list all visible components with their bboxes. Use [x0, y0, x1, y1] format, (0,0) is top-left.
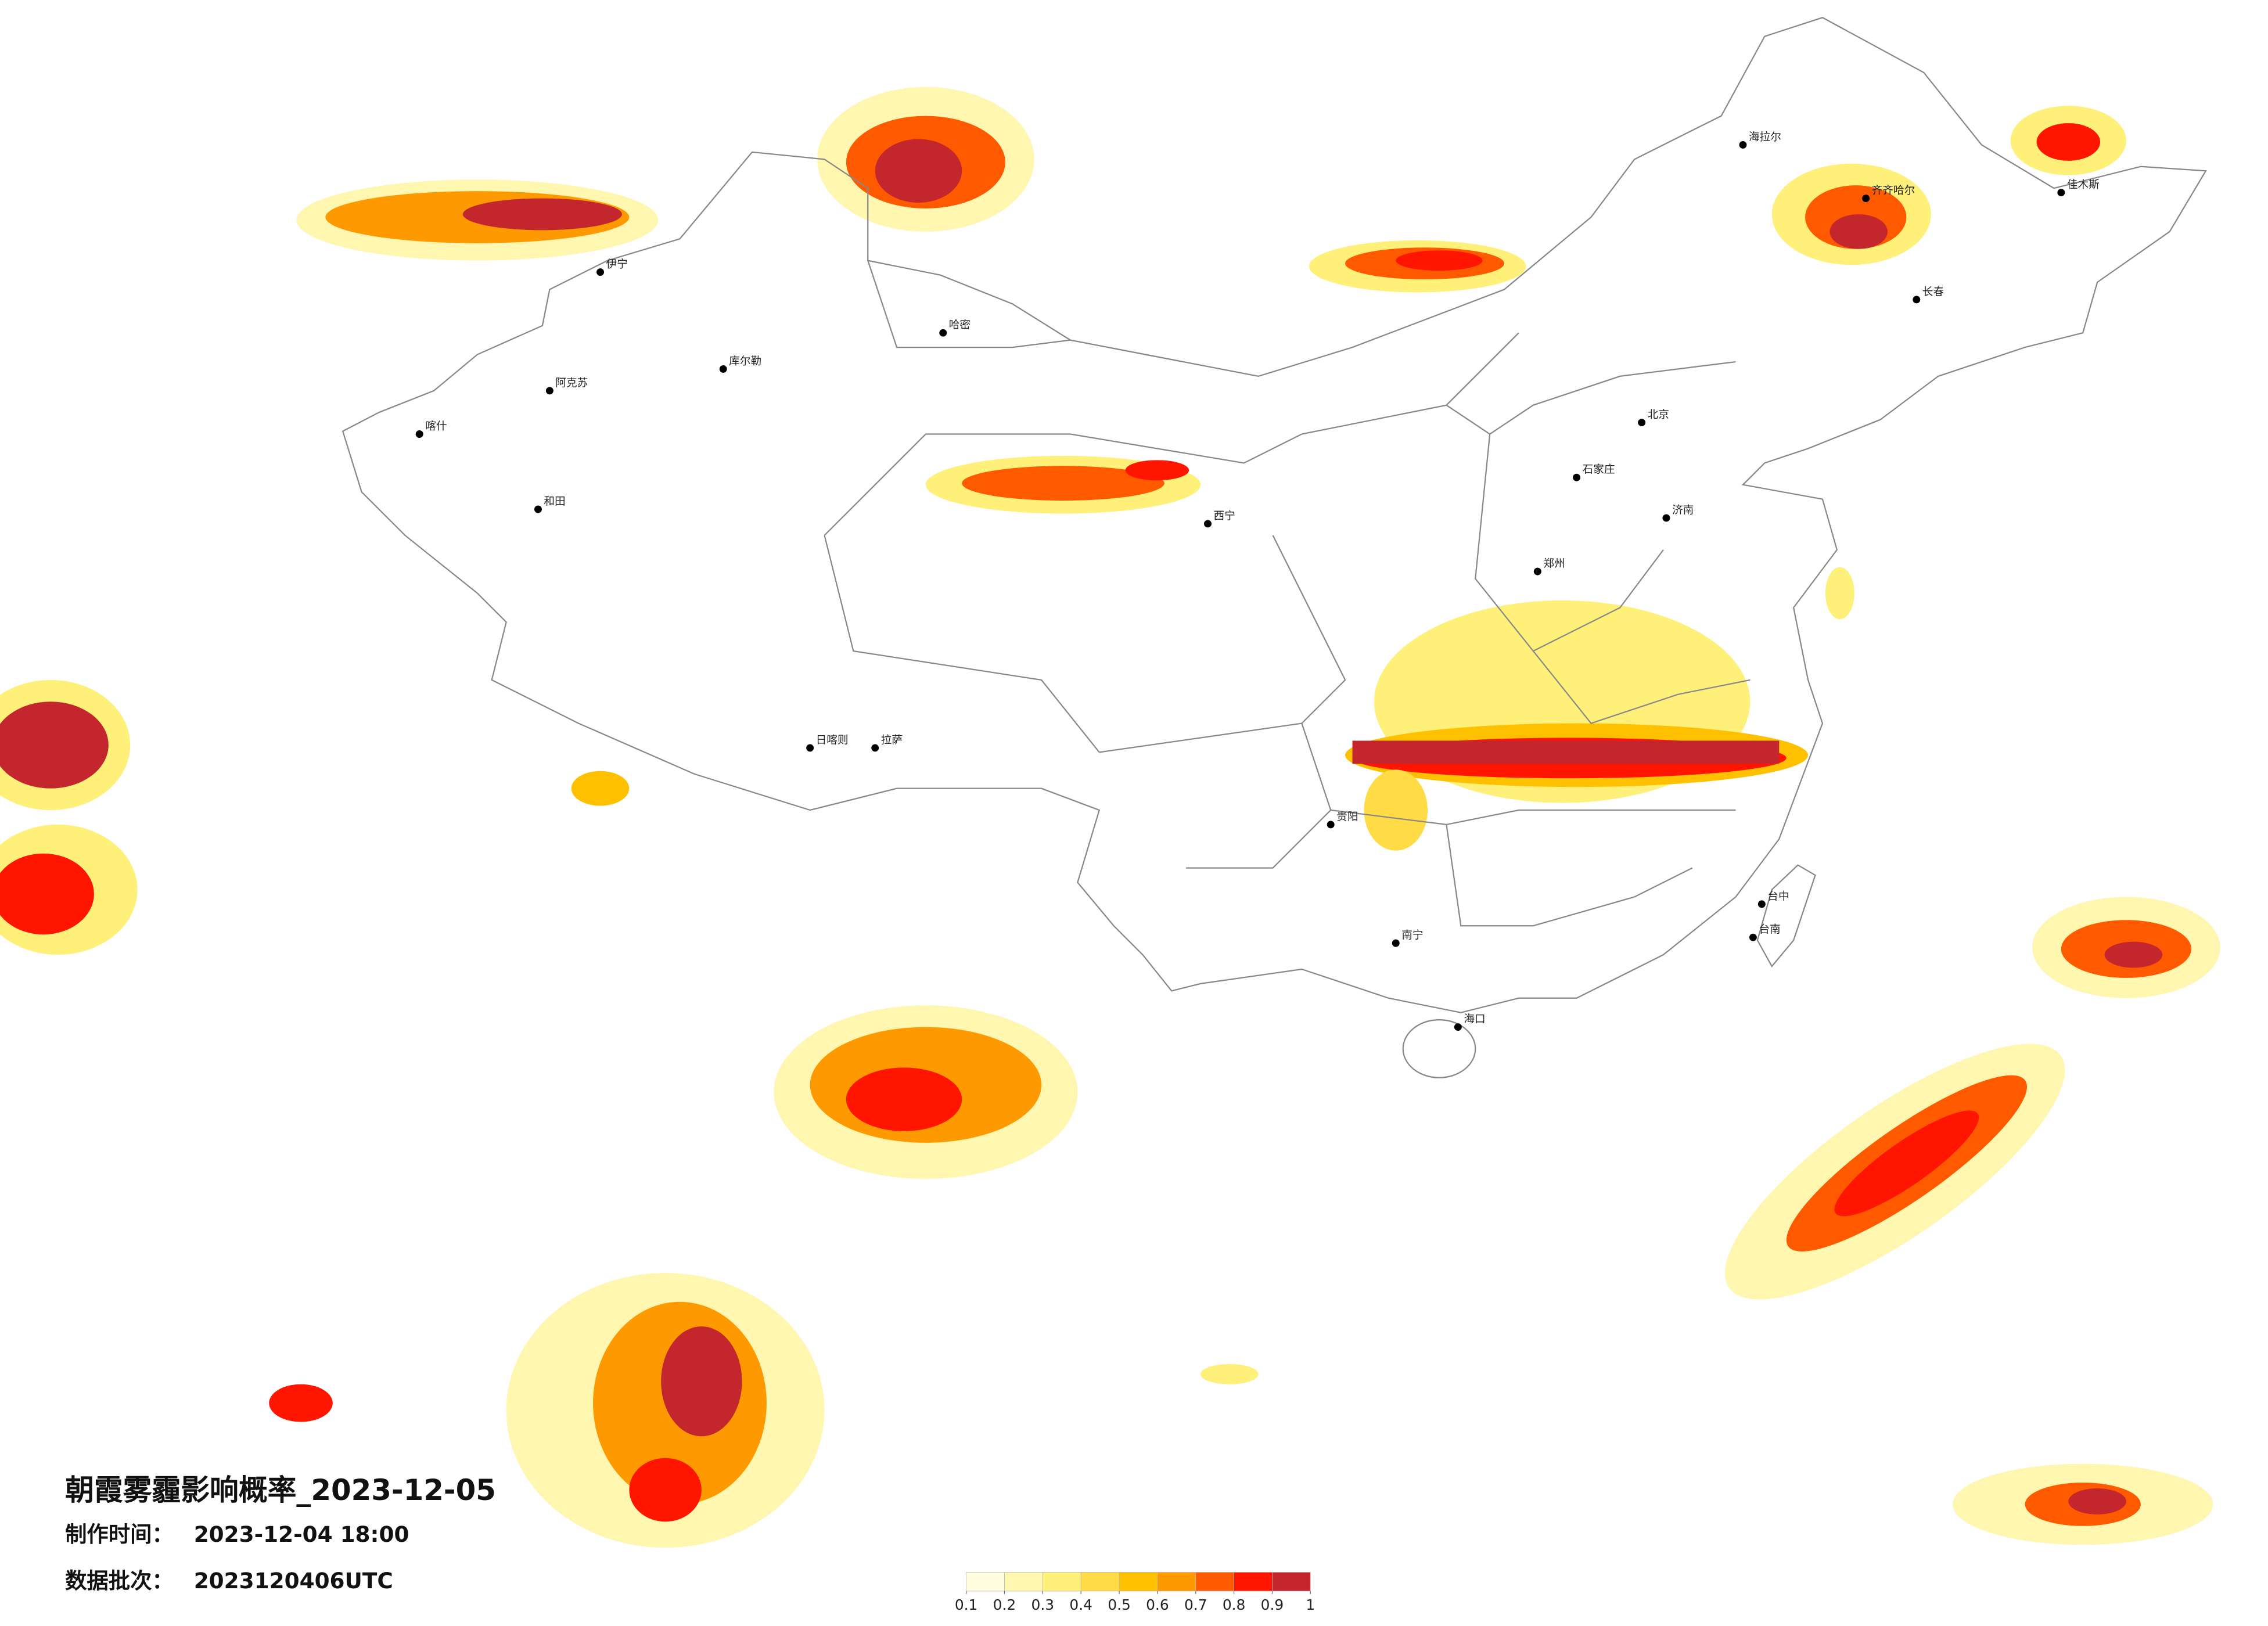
title: 朝霞雾霾影响概率_2023-12-05 — [65, 1473, 496, 1507]
legend-swatch — [1195, 1572, 1234, 1592]
legend-tick-label: 1 — [1306, 1596, 1315, 1613]
probability-area — [629, 1458, 702, 1522]
province-borders — [824, 260, 1751, 927]
probability-area — [1834, 1110, 1979, 1217]
legend-swatch — [1157, 1572, 1196, 1592]
city-dot — [939, 329, 947, 337]
legend: 0.1 0.2 0.3 0.4 0.5 0.6 0.7 0.8 0.9 1 — [955, 1572, 1315, 1613]
city-dot — [1454, 1023, 1462, 1031]
info-value: 2023120406UTC — [194, 1568, 393, 1593]
city-label: 伊宁 — [606, 258, 627, 271]
city-dot — [1913, 296, 1921, 304]
city-dot — [1392, 939, 1400, 947]
probability-area — [1125, 460, 1189, 481]
city-dot — [534, 505, 542, 513]
probability-raster — [0, 87, 2220, 1548]
probability-area — [1201, 1364, 1259, 1384]
city-dot — [1862, 195, 1870, 203]
probability-area — [846, 1067, 962, 1131]
city-dot — [719, 365, 727, 373]
city-label: 佳木斯 — [2067, 179, 2100, 191]
city-dot — [1739, 141, 1747, 149]
city-label: 郑州 — [1543, 558, 1565, 570]
city-dot — [596, 268, 605, 276]
city-label: 库尔勒 — [729, 355, 761, 368]
probability-area — [269, 1384, 333, 1422]
city-dot — [1327, 821, 1335, 829]
city-dot — [1573, 473, 1581, 481]
city-label: 西宁 — [1213, 510, 1235, 522]
probability-area — [962, 466, 1164, 501]
city-dot — [2057, 189, 2065, 197]
probability-area — [0, 702, 109, 789]
legend-swatch — [1234, 1572, 1273, 1592]
taiwan — [1756, 864, 1816, 967]
city-label: 齐齐哈尔 — [1872, 185, 1915, 197]
legend-swatch — [1080, 1572, 1120, 1592]
probability-area — [875, 139, 962, 203]
legend-tick-label: 0.9 — [1261, 1596, 1284, 1613]
city-label: 喀什 — [425, 420, 447, 433]
city-dot — [1757, 900, 1766, 908]
probability-area — [1825, 567, 1854, 620]
city-dot — [1749, 933, 1757, 941]
probability-area — [1396, 250, 1483, 271]
probability-area — [0, 853, 94, 935]
legend-tick-label: 0.1 — [955, 1596, 978, 1613]
city-label: 北京 — [1648, 409, 1669, 421]
probability-area — [2104, 941, 2163, 968]
probability-area — [1352, 740, 1780, 764]
hainan — [1402, 1019, 1476, 1078]
legend-tick-label: 0.7 — [1184, 1596, 1207, 1613]
probability-area — [1830, 214, 1888, 249]
legend-tick-label: 0.4 — [1069, 1596, 1092, 1613]
city-label: 和田 — [544, 496, 565, 508]
legend-tick-label: 0.3 — [1031, 1596, 1055, 1613]
city-label: 日喀则 — [816, 734, 849, 746]
city-dot — [871, 744, 879, 752]
city-dot — [545, 387, 553, 395]
city-label: 拉萨 — [881, 734, 903, 746]
city-label: 长春 — [1922, 286, 1944, 298]
legend-tick-label: 0.5 — [1108, 1596, 1131, 1613]
legend-swatch — [1272, 1572, 1311, 1592]
probability-area — [462, 198, 622, 231]
city-label: 海拉尔 — [1749, 131, 1781, 143]
probability-area — [571, 771, 630, 806]
city-label: 哈密 — [949, 319, 971, 332]
city-dot — [415, 430, 423, 438]
legend-swatch — [1004, 1572, 1043, 1592]
city-dot — [1662, 514, 1670, 522]
city-dot — [806, 744, 814, 752]
city-dot — [1638, 419, 1646, 427]
city-dot — [1204, 520, 1212, 528]
city-label: 台南 — [1759, 924, 1780, 936]
legend-swatch — [1119, 1572, 1158, 1592]
legend-swatch — [966, 1572, 1005, 1592]
legend-tick-label: 0.6 — [1146, 1596, 1169, 1613]
city-label: 济南 — [1672, 504, 1694, 516]
legend-tick-label: 0.2 — [993, 1596, 1016, 1613]
country-border — [342, 17, 2207, 1013]
city-label: 贵阳 — [1336, 811, 1358, 823]
probability-area — [1364, 769, 1428, 851]
city-label: 台中 — [1767, 890, 1789, 902]
info-label: 数据批次： — [65, 1568, 174, 1593]
city-dot — [1533, 567, 1541, 575]
legend-tick-label: 0.8 — [1223, 1596, 1246, 1613]
city-label: 南宁 — [1401, 930, 1423, 942]
city-label: 阿克苏 — [555, 377, 588, 389]
city-label: 石家庄 — [1583, 464, 1615, 476]
probability-area — [2036, 123, 2101, 161]
info-label: 制作时间： — [65, 1521, 174, 1547]
info-value: 2023-12-04 18:00 — [194, 1521, 409, 1547]
probability-area — [2068, 1488, 2126, 1515]
probability-area — [661, 1326, 742, 1437]
city-label: 海口 — [1464, 1013, 1485, 1026]
legend-swatch — [1042, 1572, 1081, 1592]
